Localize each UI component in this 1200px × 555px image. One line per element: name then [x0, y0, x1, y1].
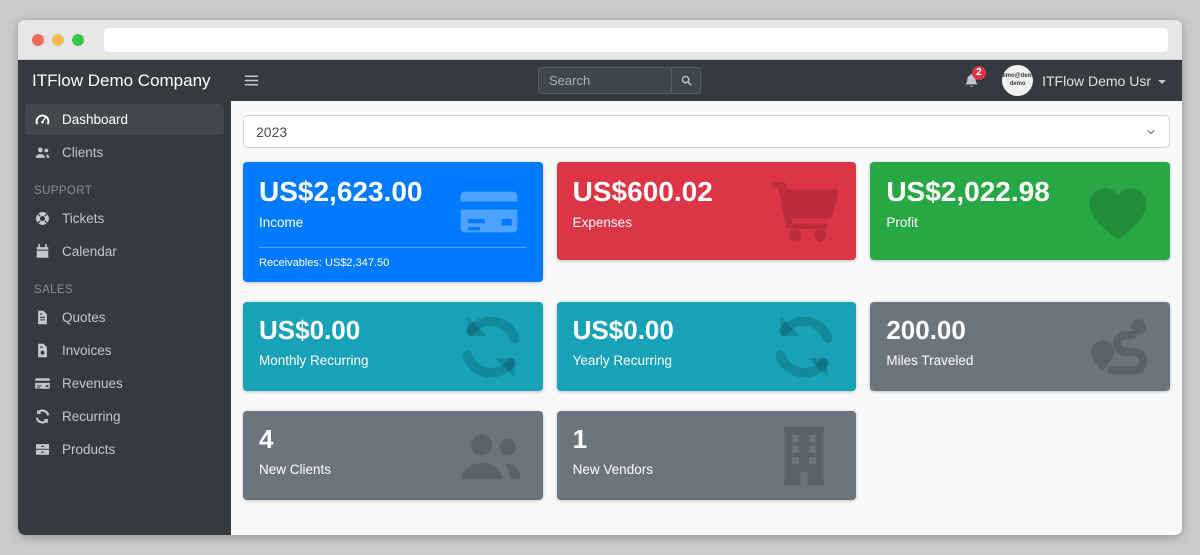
sidebar-item-label: Dashboard [62, 112, 129, 127]
users-icon [34, 144, 51, 161]
sync-icon [454, 310, 528, 384]
life-ring-icon [34, 210, 51, 227]
file-invoice-dollar-icon [34, 342, 51, 359]
window-zoom-button[interactable] [72, 33, 84, 46]
sidebar-item-label: Recurring [62, 409, 121, 424]
notifications-button[interactable]: 2 [963, 66, 986, 89]
sidebar-item-label: Revenues [62, 376, 123, 391]
sidebar-item-quotes[interactable]: Quotes [25, 302, 224, 333]
stat-card-new-vendors[interactable]: 1 New Vendors [556, 411, 857, 501]
search-form [538, 67, 701, 94]
browser-titlebar [18, 20, 1182, 60]
sidebar-item-clients[interactable]: Clients [25, 137, 224, 168]
menu-toggle-button[interactable] [243, 72, 260, 89]
stat-card-yearly-recurring[interactable]: US$0.00 Yearly Recurring [556, 302, 857, 392]
stat-label: Income [259, 215, 304, 231]
stat-label: Expenses [572, 215, 632, 231]
stat-label: Profit [886, 215, 918, 231]
credit-card-icon [34, 375, 51, 392]
stat-label: Miles Traveled [886, 353, 974, 369]
sidebar-item-label: Calendar [62, 244, 117, 259]
company-brand[interactable]: ITFlow Demo Company [32, 70, 211, 90]
sidebar-item-invoices[interactable]: Invoices [25, 335, 224, 366]
sidebar-section-header: SALES [34, 284, 74, 296]
sidebar-item-dashboard[interactable]: Dashboard [25, 104, 224, 135]
stat-value: US$0.00 [572, 315, 674, 346]
sidebar-section-header: SUPPORT [34, 185, 93, 197]
sidebar-item-calendar[interactable]: Calendar [25, 236, 224, 267]
card-row: US$2,623.00 Income Receivables: US$2,347.5… [243, 162, 1170, 283]
stat-value: 1 [572, 424, 588, 455]
sidebar-item-label: Quotes [62, 310, 106, 325]
shopping-cart-icon [767, 174, 841, 248]
credit-card-icon [450, 179, 528, 245]
stat-value: 4 [259, 424, 274, 455]
avatar: demo@demo demo [1002, 65, 1034, 96]
sync-icon [767, 310, 841, 384]
year-select-value: 2023 [256, 123, 288, 140]
stat-value: US$0.00 [259, 315, 361, 346]
card-row: 4 New Clients 1 New Vendors [243, 411, 1170, 501]
chevron-down-icon [1145, 126, 1157, 138]
year-select[interactable]: 2023 [243, 115, 1170, 148]
sidebar-nav: Dashboard Clients SUPPORT Tickets Calendar SA… [18, 101, 231, 470]
stat-card-income[interactable]: US$2,623.00 Income Receivables: US$2,347.5… [243, 162, 543, 283]
tachometer-icon [34, 111, 51, 128]
search-icon [680, 74, 693, 87]
sidebar-item-revenues[interactable]: Revenues [25, 368, 224, 399]
calendar-icon [34, 243, 51, 260]
top-navbar: 2 demo@demo demo ITFlow Demo Usr [231, 60, 1182, 101]
sidebar-item-tickets[interactable]: Tickets [25, 203, 224, 234]
caret-down-icon [1158, 79, 1166, 84]
stat-card-new-clients[interactable]: 4 New Clients [243, 411, 543, 501]
boxes-icon [34, 441, 51, 458]
heart-icon [1081, 174, 1155, 248]
building-icon [767, 419, 841, 493]
sidebar: ITFlow Demo Company Dashboard Clients SUPP… [18, 60, 231, 535]
sidebar-item-label: Clients [62, 145, 104, 160]
window-minimize-button[interactable] [52, 33, 64, 46]
stat-label: New Clients [259, 462, 332, 478]
sidebar-item-label: Invoices [62, 343, 112, 358]
stat-value: US$600.02 [572, 176, 713, 207]
stat-value: 200.00 [886, 315, 966, 346]
notification-badge: 2 [972, 66, 986, 80]
stat-card-profit[interactable]: US$2,022.98 Profit [870, 162, 1170, 260]
stat-card-miles-traveled[interactable]: 200.00 Miles Traveled [870, 302, 1170, 392]
navbar-right: 2 demo@demo demo ITFlow Demo Usr [963, 65, 1166, 96]
dashboard-content: 2023 US$2,623.00 Income Receivables: US$2,… [231, 101, 1182, 535]
user-menu[interactable]: demo@demo demo ITFlow Demo Usr [1002, 65, 1166, 96]
user-name: ITFlow Demo Usr [1042, 72, 1151, 89]
search-button[interactable] [671, 67, 701, 94]
app-body: ITFlow Demo Company Dashboard Clients SUPP… [18, 60, 1182, 535]
stat-value: US$2,623.00 [259, 176, 423, 207]
stat-label: Yearly Recurring [572, 353, 672, 369]
stat-cards: US$2,623.00 Income Receivables: US$2,347.5… [243, 162, 1170, 501]
card-row: US$0.00 Monthly Recurring US$0.00 Yearly Re… [243, 302, 1170, 392]
stat-card-monthly-recurring[interactable]: US$0.00 Monthly Recurring [243, 302, 543, 392]
browser-window: ITFlow Demo Company Dashboard Clients SUPP… [18, 20, 1182, 535]
sidebar-item-products[interactable]: Products [25, 434, 224, 465]
stat-value: US$2,022.98 [886, 176, 1050, 207]
window-close-button[interactable] [32, 33, 44, 46]
sidebar-item-label: Products [62, 442, 116, 457]
file-lines-icon [34, 309, 51, 326]
route-icon [1081, 310, 1155, 384]
stat-card-footer: Receivables: US$2,347.50 [259, 247, 527, 269]
stat-label: Monthly Recurring [259, 353, 369, 369]
stat-card-expenses[interactable]: US$600.02 Expenses [556, 162, 857, 260]
stat-label: New Vendors [572, 462, 653, 478]
sidebar-item-label: Tickets [62, 211, 105, 226]
sync-icon [34, 408, 51, 425]
search-input[interactable] [538, 67, 671, 94]
sidebar-item-recurring[interactable]: Recurring [25, 401, 224, 432]
main-column: 2 demo@demo demo ITFlow Demo Usr 2023 [231, 60, 1182, 535]
address-bar[interactable] [104, 27, 1168, 52]
users-icon [454, 419, 528, 493]
